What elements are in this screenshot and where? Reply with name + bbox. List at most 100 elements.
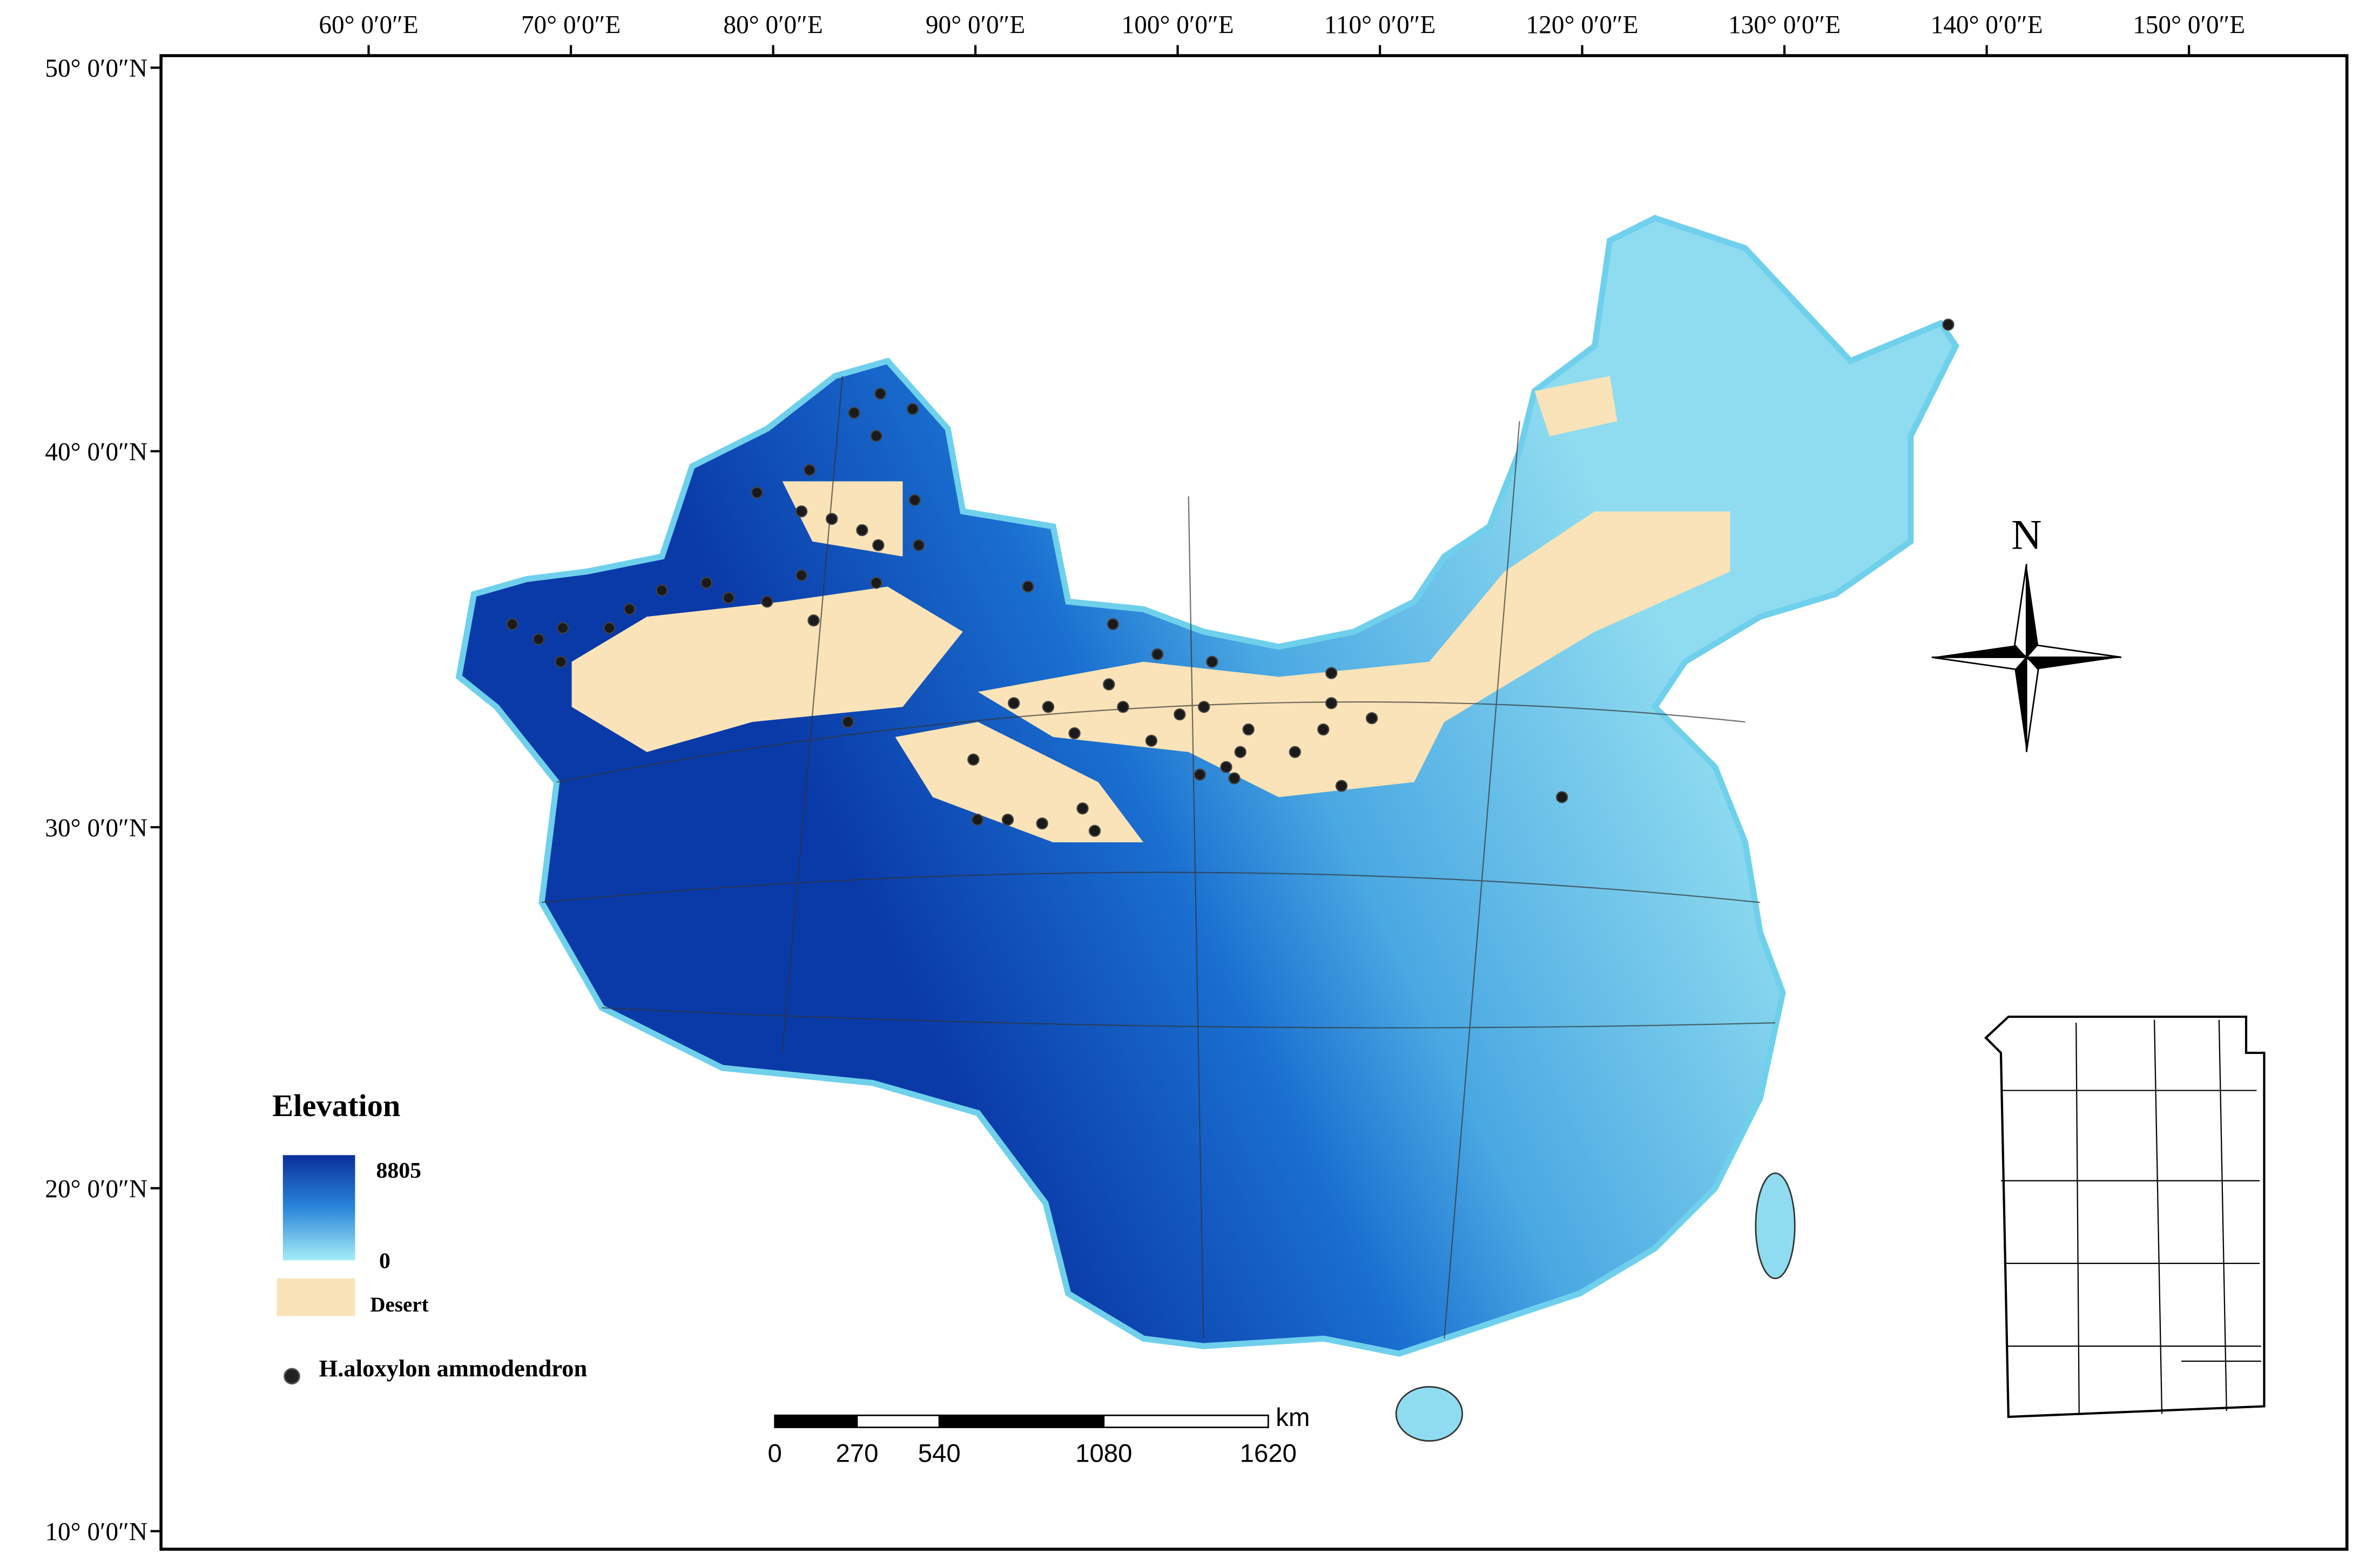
lon-label: 140° 0′0″E (1931, 11, 2043, 39)
occurrence-point (1151, 648, 1164, 660)
occurrence-point (751, 486, 763, 499)
elevation-ramp (282, 1155, 355, 1261)
occurrence-point (1325, 697, 1338, 709)
occurrence-point (1022, 580, 1034, 593)
arrow-part (2026, 657, 2121, 670)
scale-segment (938, 1414, 1105, 1428)
occurrence-point (870, 577, 882, 589)
inset-frame (1984, 1015, 2266, 1418)
scale-tick-label: 270 (835, 1439, 878, 1468)
occurrence-point (971, 814, 983, 826)
occurrence-point (506, 618, 518, 631)
scale-tick-label: 0 (767, 1439, 781, 1468)
species-label: H.aloxylon ammodendron (319, 1355, 588, 1382)
arrow-part (1931, 645, 2027, 658)
occurrence-point (533, 633, 545, 646)
occurrence-point (967, 753, 980, 766)
desert (571, 586, 963, 752)
lat-label: 50° 0′0″N (45, 55, 147, 83)
occurrence-point (761, 596, 773, 608)
lon-label: 70° 0′0″E (521, 11, 621, 39)
scale-tick-label: 540 (918, 1439, 961, 1468)
occurrence-point (1365, 712, 1378, 725)
graticule-line (556, 701, 1745, 783)
occurrence-point (1117, 701, 1129, 713)
occurrence-point (1088, 824, 1101, 837)
occurrence-point (1198, 701, 1210, 713)
lon-label: 100° 0′0″E (1122, 11, 1234, 39)
occurrence-point (842, 715, 854, 728)
occurrence-point (623, 603, 636, 616)
occurrence-point (1220, 761, 1232, 773)
occurrence-point (1317, 723, 1330, 736)
north-label: N (2011, 512, 2041, 558)
lon-label: 120° 0′0″E (1526, 11, 1639, 39)
scale-unit: km (1276, 1403, 1310, 1432)
arrow-part (2026, 564, 2039, 658)
occurrence-point (1107, 618, 1119, 631)
desert (978, 511, 1730, 797)
graticule-line (602, 1007, 1776, 1029)
occurrence-point (913, 539, 925, 551)
arrow-part (2025, 644, 2121, 658)
inset-map (1984, 1015, 2266, 1418)
scale-tick-label: 1080 (1075, 1439, 1132, 1468)
occurrence-point (807, 614, 820, 627)
scale-tick-label: 1620 (1240, 1439, 1297, 1468)
desert (782, 481, 903, 557)
occurrence-point (1194, 768, 1206, 781)
graticule-line (781, 376, 844, 1053)
graticule (541, 376, 1776, 1339)
scale-segment (774, 1414, 858, 1428)
occurrence-point (1228, 772, 1241, 785)
lon-label: 130° 0′0″E (1728, 11, 1841, 39)
occurrence-point (1008, 697, 1020, 709)
occurrence-point (874, 387, 887, 400)
taiwan (1755, 1172, 1796, 1280)
occurrence-point (803, 464, 816, 476)
scale-segment (1103, 1414, 1269, 1428)
occurrence-point (1289, 746, 1301, 758)
occurrence-point (1942, 319, 1954, 331)
desert-swatch (277, 1278, 355, 1316)
occurrence-point (908, 494, 921, 506)
lon-label: 60° 0′0″E (319, 11, 418, 39)
lat-label: 30° 0′0″N (45, 814, 147, 842)
occurrence-point (1335, 780, 1348, 792)
occurrence-point (1242, 723, 1255, 736)
lon-label: 110° 0′0″E (1324, 11, 1435, 39)
occurrence-point (1036, 817, 1048, 830)
inset-grid (2000, 1019, 2261, 1414)
species-symbol (284, 1368, 300, 1385)
occurrence-point (1234, 746, 1246, 758)
occurrence-point (906, 403, 919, 415)
occurrence-point (603, 621, 616, 634)
occurrence-point (795, 505, 808, 518)
occurrence-point (1068, 727, 1081, 740)
occurrence-point (1556, 791, 1568, 803)
lon-label: 90° 0′0″E (926, 11, 1025, 39)
occurrence-point (1206, 655, 1218, 668)
occurrence-point (656, 584, 668, 597)
occurrence-point (1001, 814, 1014, 826)
occurrence-point (872, 539, 885, 551)
legend-title: Elevation (272, 1088, 400, 1123)
occurrence-point (723, 592, 735, 604)
occurrence-point (856, 524, 868, 537)
lon-label: 150° 0′0″E (2133, 11, 2245, 39)
occurrence-point (870, 430, 882, 442)
graticule-line (541, 871, 1761, 903)
arrow-part (1931, 656, 2028, 671)
occurrence-point (556, 621, 569, 634)
occurrence-point (795, 569, 808, 582)
lon-label: 80° 0′0″E (723, 11, 823, 39)
graticule-labels: 60° 0′0″E 70° 0′0″E 80° 0′0″E 90° 0′0″E 100°… (45, 11, 2245, 1546)
occurrence-point (1076, 802, 1089, 815)
occurrence-point (1103, 678, 1115, 691)
hainan (1395, 1385, 1464, 1442)
occurrence-point (848, 407, 860, 419)
scale-bar: km 0 270 540 1080 1620 (767, 1403, 1310, 1468)
scale-segment (856, 1414, 940, 1428)
